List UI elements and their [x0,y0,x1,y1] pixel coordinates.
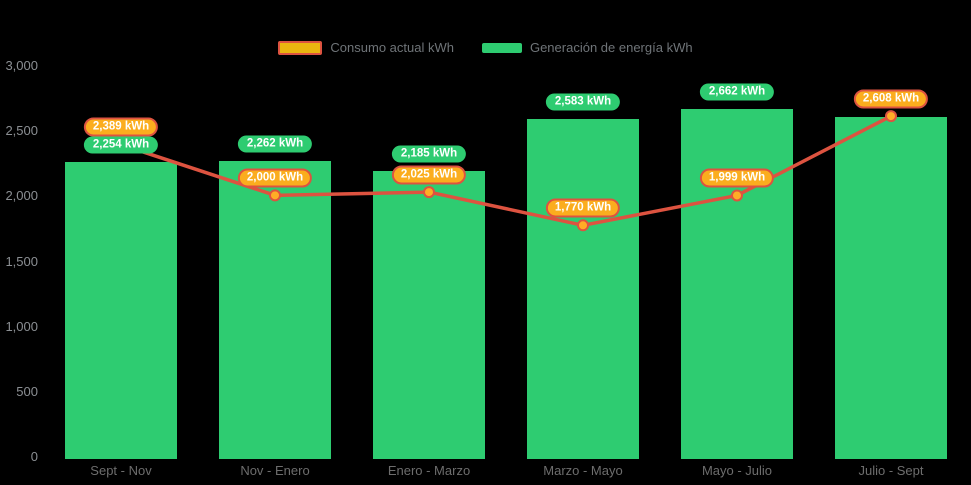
consumption-point[interactable] [423,186,435,199]
consumption-value-label: 2,389 kWh [83,117,159,137]
y-tick-label: 3,000 [5,58,38,73]
generation-value-label: 2,254 kWh [83,136,159,154]
generation-bar[interactable] [527,119,639,459]
consumption-value-label: 1,770 kWh [545,198,621,218]
generation-swatch-icon [481,42,522,53]
consumption-point[interactable] [577,219,589,232]
consumption-value-label: 2,000 kWh [237,168,313,188]
generation-bar[interactable] [373,171,485,459]
generation-value-label: 2,262 kWh [237,135,313,153]
consumption-value-label: 2,025 kWh [391,165,467,185]
y-tick-label: 2,000 [5,188,38,204]
y-tick-label: 2,500 [5,123,38,139]
consumption-value-label: 2,608 kWh [853,89,929,109]
y-tick-label: 1,000 [5,318,38,334]
x-tick-label: Sept - Nov [90,463,152,478]
generation-bar[interactable] [681,109,793,459]
consumption-line [120,114,892,228]
consumption-point[interactable] [269,189,281,202]
consumption-point[interactable] [731,189,743,202]
x-tick-label: Nov - Enero [240,463,310,478]
chart-legend: Consumo actual kWh Generación de energía… [0,40,971,55]
legend-item-consumption[interactable]: Consumo actual kWh [278,40,454,55]
y-tick-label: 0 [30,449,38,464]
y-tick-label: 500 [16,383,38,399]
legend-label-consumption: Consumo actual kWh [330,40,454,55]
legend-item-generation[interactable]: Generación de energía kWh [481,40,693,55]
consumption-value-label: 1,999 kWh [699,168,775,188]
x-tick-label: Enero - Marzo [387,463,471,478]
consumption-swatch-icon [278,40,323,55]
generation-value-label: 2,662 kWh [699,83,775,101]
generation-bar[interactable] [65,162,177,459]
y-tick-label: 1,500 [5,253,38,269]
x-tick-label: Mayo - Julio [701,463,773,478]
generation-bar[interactable] [219,161,331,459]
x-tick-label: Julio - Sept [858,463,924,478]
x-tick-label: Marzo - Mayo [543,463,623,478]
generation-value-label: 2,185 kWh [391,145,467,163]
generation-bar[interactable] [835,117,947,459]
legend-label-generation: Generación de energía kWh [529,40,693,55]
consumption-point[interactable] [885,110,897,123]
generation-value-label: 2,583 kWh [545,93,621,111]
